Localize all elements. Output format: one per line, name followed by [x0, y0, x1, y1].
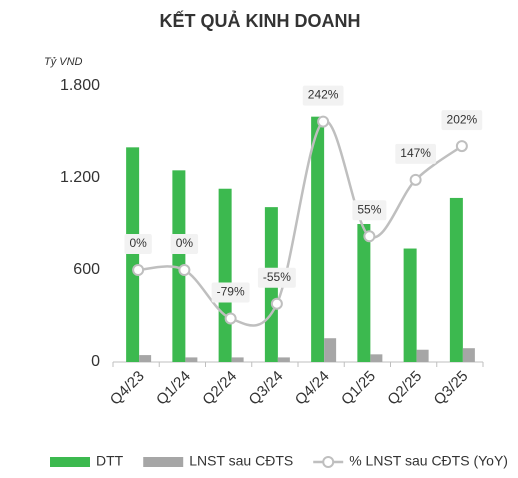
bar: [231, 357, 244, 362]
data-label: -79%: [211, 282, 250, 303]
bar: [185, 357, 198, 362]
bar: [139, 355, 152, 362]
bar: [277, 357, 290, 362]
line-point: [224, 312, 237, 325]
data-label-text: -55%: [263, 270, 291, 284]
data-label-text: 202%: [447, 112, 478, 126]
bar: [416, 349, 429, 362]
line-point: [317, 115, 330, 128]
bar: [126, 147, 140, 362]
x-tick-label: Q3/25: [431, 368, 472, 409]
x-tick-label: Q2/25: [384, 368, 425, 409]
line-point: [270, 297, 283, 310]
line-point: [455, 140, 468, 153]
bar: [218, 188, 232, 362]
bar: [403, 248, 417, 362]
y-tick-label: 1.800: [60, 77, 100, 94]
data-label-box: [257, 267, 296, 288]
data-label: 147%: [395, 143, 436, 164]
line: [138, 119, 463, 327]
bar: [324, 338, 337, 362]
line-point: [178, 264, 191, 276]
data-label: 242%: [302, 85, 344, 106]
data-label-box: [124, 234, 152, 254]
x-tick-label: Q1/24: [153, 368, 194, 409]
x-tick-label: Q4/23: [107, 368, 148, 409]
data-label-box: [352, 200, 387, 221]
bar: [172, 170, 186, 362]
line-point: [409, 173, 422, 186]
data-label-text: 55%: [357, 202, 381, 216]
data-label: 202%: [441, 110, 483, 131]
bar: [462, 348, 475, 362]
data-label-text: 0%: [176, 236, 194, 250]
x-tick-label: Q1/25: [338, 368, 379, 409]
legend-marker: [322, 456, 335, 468]
legend-label: DTT: [96, 453, 124, 469]
data-label-text: 147%: [400, 146, 431, 160]
data-label-box: [211, 282, 250, 303]
bar: [311, 116, 325, 363]
data-label: 55%: [352, 200, 387, 221]
chart-title: KẾT QUẢ KINH DOANH: [160, 10, 361, 31]
data-label-text: 0%: [129, 236, 147, 250]
legend-label: LNST sau CĐTS: [189, 453, 293, 469]
bar: [357, 224, 371, 362]
data-label-box: [395, 143, 436, 164]
y-axis-label: Tỷ VND: [44, 56, 83, 68]
data-label-box: [441, 110, 483, 131]
bar: [370, 354, 383, 362]
data-label-text: -79%: [217, 285, 245, 299]
data-label: -55%: [257, 267, 296, 288]
bar: [449, 197, 463, 362]
data-label-box: [170, 234, 199, 254]
y-tick-label: 0: [91, 353, 100, 370]
x-tick-label: Q3/24: [246, 368, 287, 409]
line-point: [363, 230, 376, 243]
legend-label: % LNST sau CĐTS (YoY): [349, 453, 508, 469]
data-label-text: 242%: [308, 88, 339, 102]
legend-swatch: [50, 457, 90, 467]
data-label-box: [302, 85, 344, 106]
line-point: [132, 264, 145, 276]
x-tick-label: Q2/24: [199, 368, 240, 409]
data-label: 0%: [170, 234, 199, 254]
data-label: 0%: [124, 234, 152, 254]
y-tick-label: 600: [73, 261, 100, 278]
x-tick-label: Q4/24: [292, 368, 333, 409]
y-tick-label: 1.200: [60, 169, 100, 186]
legend-swatch: [143, 457, 184, 467]
